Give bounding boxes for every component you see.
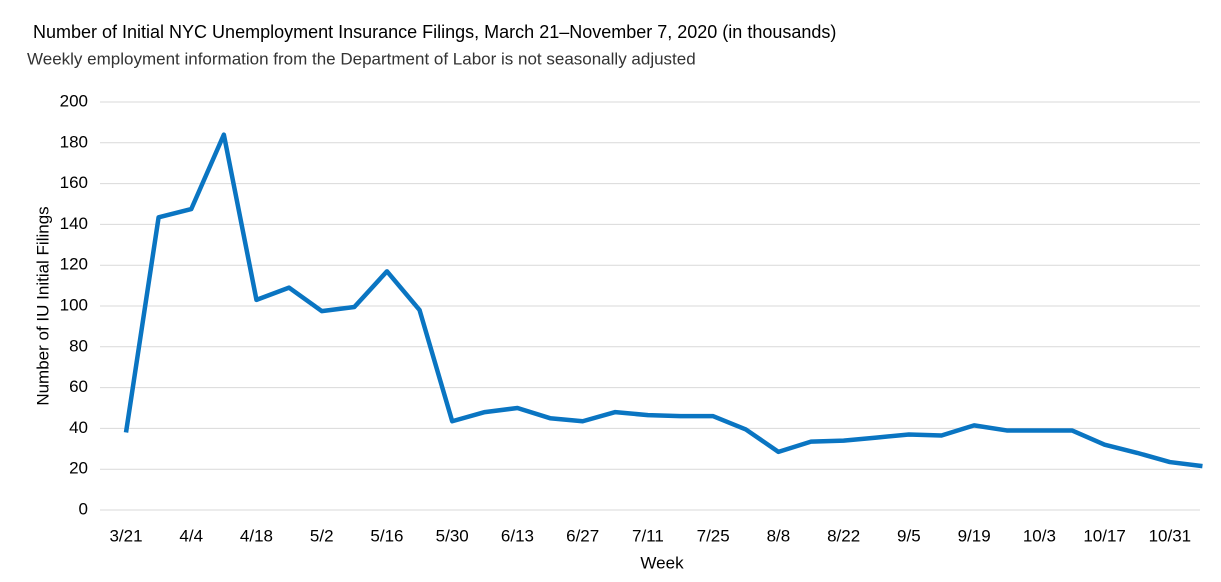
x-tick-label: 8/8	[767, 526, 791, 545]
x-tick-label: 5/30	[436, 526, 469, 545]
y-tick-label: 80	[69, 336, 88, 355]
x-tick-label: 5/2	[310, 526, 334, 545]
y-tick-label: 40	[69, 418, 88, 437]
y-tick-label: 100	[60, 295, 88, 314]
x-tick-label: 3/21	[109, 526, 142, 545]
y-axis-label: Number of IU Initial Filings	[33, 206, 52, 405]
x-tick-label: 7/11	[632, 526, 664, 545]
y-tick-label: 180	[60, 132, 88, 151]
y-tick-label: 140	[60, 214, 88, 233]
x-tick-label: 4/18	[240, 526, 273, 545]
y-tick-label: 60	[69, 377, 88, 396]
chart-title: Number of Initial NYC Unemployment Insur…	[33, 22, 836, 42]
x-tick-label: 9/19	[958, 526, 991, 545]
x-tick-label: 10/31	[1149, 526, 1192, 545]
x-tick-label: 6/13	[501, 526, 534, 545]
x-tick-label: 10/3	[1023, 526, 1056, 545]
x-tick-label: 6/27	[566, 526, 599, 545]
x-tick-label: 8/22	[827, 526, 860, 545]
y-tick-label: 200	[60, 91, 88, 110]
x-tick-label: 10/17	[1083, 526, 1126, 545]
y-tick-label: 160	[60, 173, 88, 192]
data-line	[123, 132, 1203, 469]
y-tick-label: 120	[60, 255, 88, 274]
y-tick-label: 20	[69, 459, 88, 478]
x-tick-label: 5/16	[370, 526, 403, 545]
y-tick-label: 0	[79, 499, 88, 518]
x-tick-label: 7/25	[697, 526, 730, 545]
x-tick-label: 9/5	[897, 526, 921, 545]
chart-subtitle: Weekly employment information from the D…	[27, 49, 696, 68]
x-axis-label: Week	[640, 553, 684, 572]
x-tick-label: 4/4	[179, 526, 203, 545]
